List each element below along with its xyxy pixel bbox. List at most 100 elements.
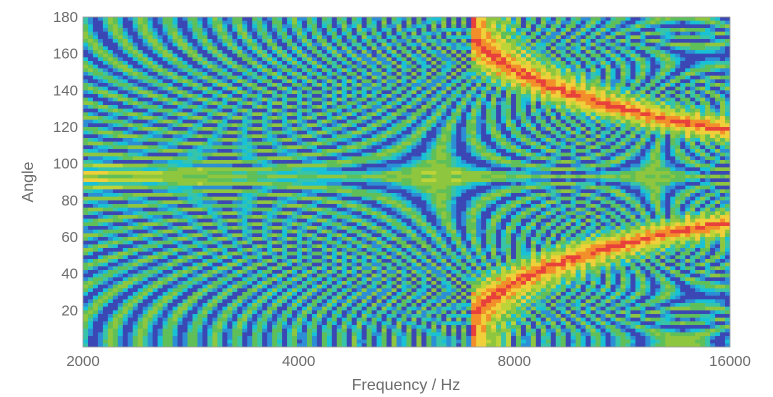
heatmap-cell	[157, 145, 164, 150]
heatmap-cell	[316, 310, 323, 315]
heatmap-cell	[127, 196, 134, 201]
heatmap-cell	[326, 68, 333, 73]
heatmap-cell	[132, 299, 139, 304]
heatmap-cell	[157, 306, 164, 311]
heatmap-cell	[152, 105, 159, 110]
heatmap-cell	[232, 130, 238, 135]
heatmap-cell	[92, 292, 99, 297]
heatmap-cell	[207, 317, 213, 322]
heatmap-cell	[321, 200, 328, 205]
heatmap-cell	[257, 233, 263, 238]
heatmap-cell	[152, 156, 159, 161]
heatmap-cell	[187, 83, 194, 88]
heatmap-cell	[217, 284, 223, 289]
heatmap-cell	[301, 17, 308, 22]
heatmap-cell	[142, 31, 149, 36]
heatmap-cell	[207, 39, 213, 44]
heatmap-cell	[301, 229, 308, 234]
heatmap-cell	[247, 94, 253, 99]
heatmap-cell	[247, 299, 253, 304]
heatmap-cell	[272, 310, 278, 315]
heatmap-cell	[102, 248, 109, 253]
heatmap-cell	[277, 284, 283, 289]
heatmap-cell	[92, 222, 99, 227]
heatmap-cell	[117, 281, 124, 286]
heatmap-cell	[217, 39, 223, 44]
heatmap-cell	[92, 46, 99, 51]
heatmap-cell	[267, 53, 273, 58]
heatmap-cell	[232, 141, 238, 146]
heatmap-cell	[83, 53, 89, 58]
heatmap-cell	[252, 149, 258, 154]
heatmap-cell	[202, 207, 209, 212]
heatmap-cell	[83, 343, 89, 347]
heatmap-cell	[257, 163, 263, 168]
heatmap-cell	[326, 127, 333, 132]
heatmap-cell	[172, 83, 179, 88]
heatmap-cell	[212, 200, 218, 205]
heatmap-cell	[222, 251, 228, 256]
heatmap-cell	[252, 160, 258, 165]
heatmap-cell	[277, 39, 283, 44]
heatmap-cell	[267, 163, 273, 168]
heatmap-cell	[316, 127, 323, 132]
heatmap-cell	[127, 248, 134, 253]
heatmap-cell	[97, 185, 104, 190]
heatmap-cell	[282, 149, 288, 154]
heatmap-cell	[282, 193, 288, 198]
heatmap-cell	[277, 321, 283, 326]
heatmap-cell	[331, 343, 338, 347]
heatmap-cell	[252, 174, 258, 179]
heatmap-cell	[252, 105, 258, 110]
heatmap-cell	[117, 31, 124, 36]
heatmap-cell	[217, 152, 223, 157]
heatmap-cell	[157, 174, 164, 179]
heatmap-cell	[132, 339, 139, 344]
heatmap-cell	[147, 182, 154, 187]
heatmap-cell	[162, 248, 169, 253]
heatmap-cell	[227, 141, 233, 146]
heatmap-cell	[147, 105, 154, 110]
heatmap-cell	[242, 79, 248, 84]
heatmap-cell	[127, 79, 134, 84]
heatmap-cell	[212, 31, 218, 36]
heatmap-cell	[117, 292, 124, 297]
heatmap-cell	[321, 39, 328, 44]
heatmap-cell	[227, 200, 233, 205]
heatmap-cell	[262, 185, 268, 190]
heatmap-cell	[127, 233, 134, 238]
heatmap-cell	[177, 336, 184, 341]
heatmap-cell	[107, 328, 114, 333]
heatmap-cell	[331, 105, 338, 110]
heatmap-cell	[341, 174, 348, 179]
heatmap-cell	[127, 339, 134, 344]
heatmap-cell	[351, 182, 358, 187]
heatmap-cell	[142, 196, 149, 201]
heatmap-cell	[267, 336, 273, 341]
heatmap-cell	[287, 28, 293, 33]
heatmap-cell	[227, 284, 233, 289]
heatmap-cell	[83, 174, 89, 179]
heatmap-cell	[137, 24, 144, 29]
heatmap-cell	[237, 229, 243, 234]
heatmap-cell	[227, 53, 233, 58]
heatmap-cell	[336, 185, 343, 190]
heatmap-cell	[252, 310, 258, 315]
heatmap-cell	[202, 328, 209, 333]
heatmap-cell	[326, 251, 333, 256]
heatmap-cell	[227, 281, 233, 286]
heatmap-cell	[287, 17, 293, 22]
heatmap-cell	[311, 328, 318, 333]
heatmap-cell	[87, 97, 94, 102]
heatmap-cell	[272, 61, 278, 66]
heatmap-cell	[83, 248, 89, 253]
heatmap-cell	[147, 292, 154, 297]
heatmap-cell	[132, 328, 139, 333]
heatmap-cell	[287, 108, 293, 113]
heatmap-cell	[97, 17, 104, 22]
heatmap-cell	[172, 61, 179, 66]
heatmap-cell	[311, 94, 318, 99]
heatmap-cell	[97, 233, 104, 238]
heatmap-cell	[197, 251, 204, 256]
heatmap-cell	[222, 182, 228, 187]
